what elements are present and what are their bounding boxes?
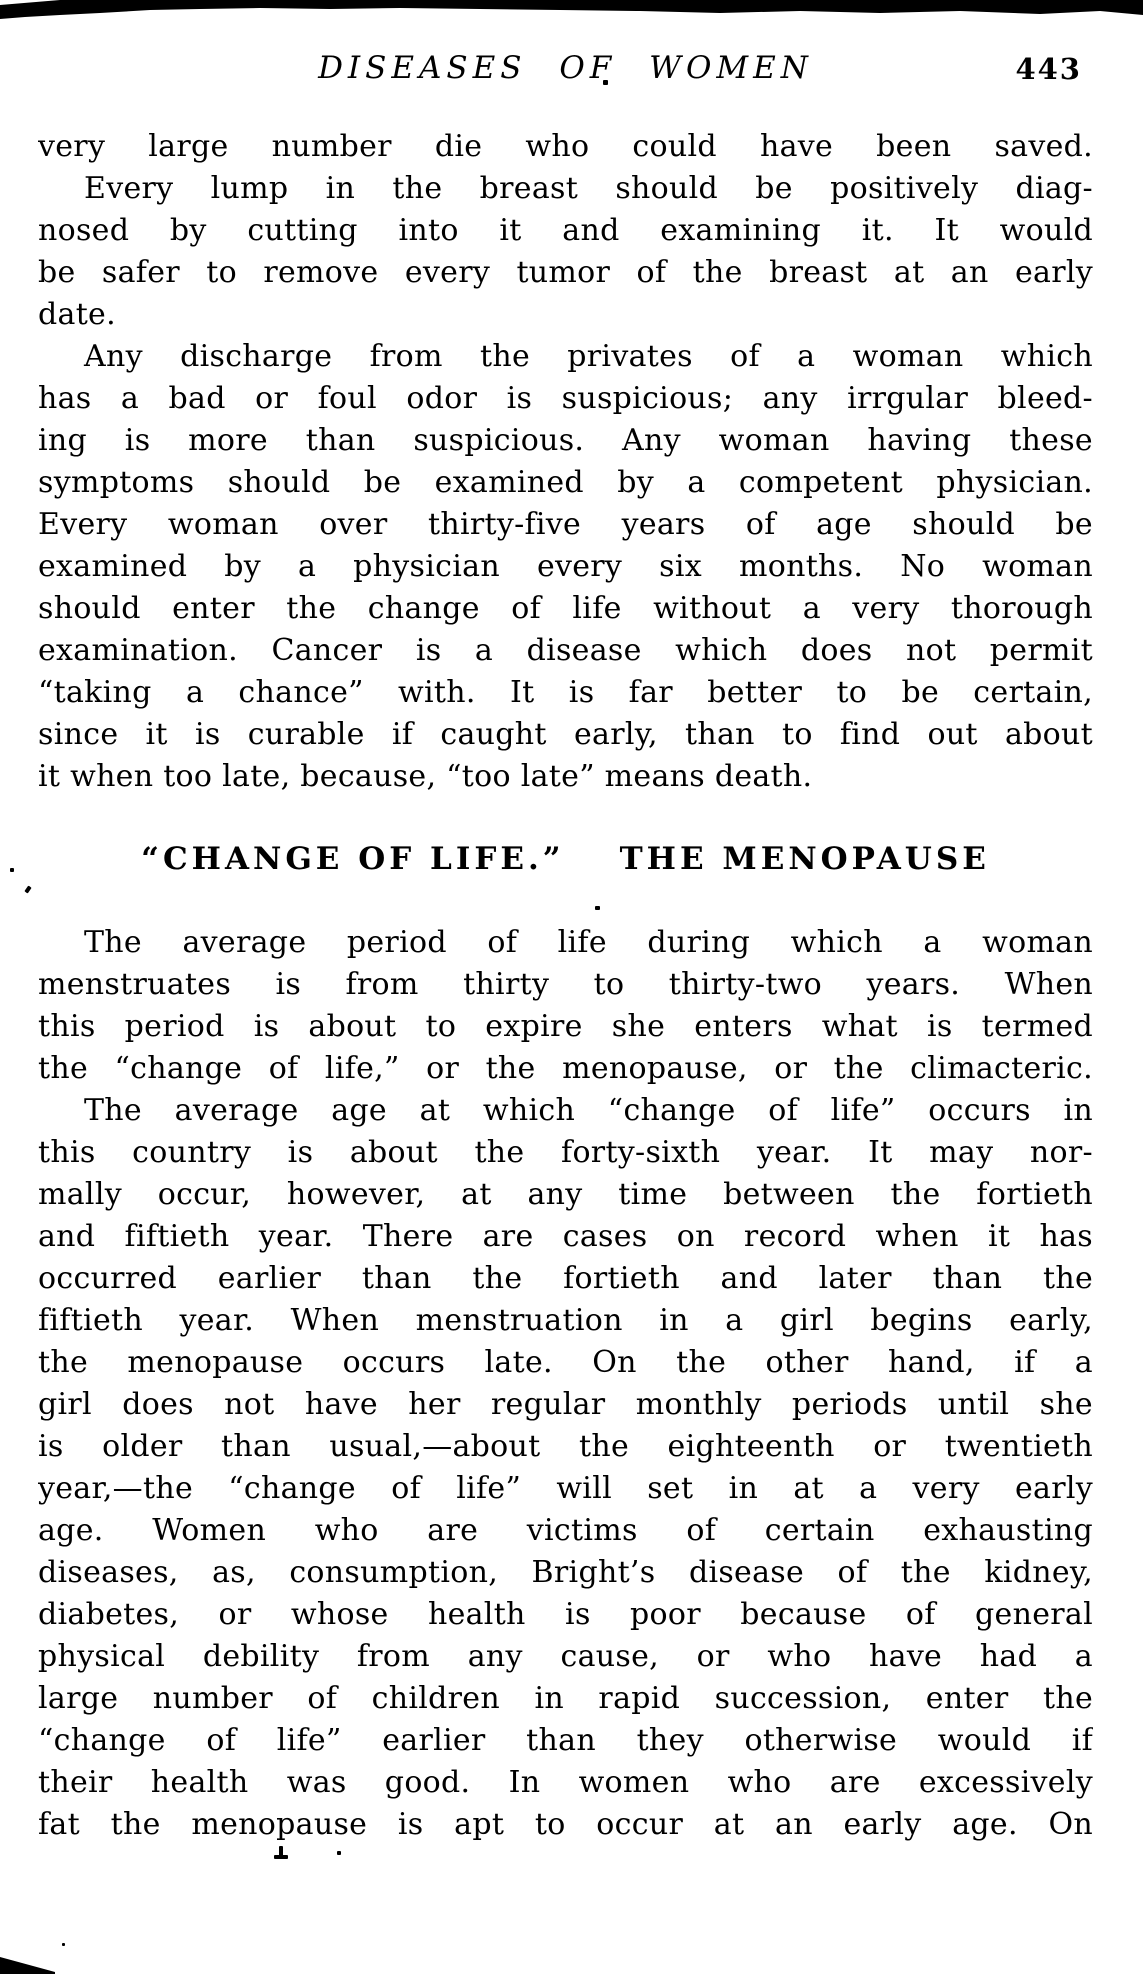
text-line: The average period of life during which … bbox=[84, 925, 1093, 960]
section-heading: “CHANGE OF LIFE.” THE MENOPAUSE bbox=[38, 841, 1093, 877]
text-line: diabetes, or whose health is poor becaus… bbox=[38, 1597, 1093, 1632]
text-line: mally occur, however, at any time betwee… bbox=[38, 1177, 1093, 1212]
text-line: occurred earlier than the fortieth and l… bbox=[38, 1261, 1093, 1296]
ink-speck bbox=[603, 80, 608, 85]
text-line: fat the menopause is apt to occur at an … bbox=[38, 1807, 1093, 1842]
ink-speck bbox=[279, 1846, 283, 1859]
ink-speck bbox=[337, 1851, 341, 1855]
text-line: The average age at which “change of life… bbox=[84, 1093, 1093, 1128]
section-heading-change-of-life: “CHANGE OF LIFE.” bbox=[141, 841, 565, 877]
text-line: diseases, as, consumption, Bright’s dise… bbox=[38, 1555, 1093, 1590]
ink-speck bbox=[24, 885, 32, 894]
text-line: since it is curable if caught early, tha… bbox=[38, 717, 1093, 752]
section-heading-the-menopause: THE MENOPAUSE bbox=[619, 841, 990, 877]
text-block-top: very large number die who could have bee… bbox=[38, 126, 1093, 798]
text-line: their health was good. In women who are … bbox=[38, 1765, 1093, 1800]
text-line: has a bad or foul odor is suspicious; an… bbox=[38, 381, 1093, 416]
text-line: should enter the change of life without … bbox=[38, 591, 1093, 626]
text-line: ing is more than suspicious. Any woman h… bbox=[38, 423, 1093, 458]
text-line: “change of life” earlier than they other… bbox=[38, 1723, 1093, 1758]
text-line: Every lump in the breast should be posit… bbox=[84, 171, 1093, 206]
scan-edge-top bbox=[0, 0, 1143, 19]
text-line: this country is about the forty-sixth ye… bbox=[38, 1135, 1093, 1170]
running-header-title: DISEASES OF WOMEN bbox=[318, 50, 813, 86]
text-line: examined by a physician every six months… bbox=[38, 549, 1093, 584]
scan-edge-bottom-left bbox=[0, 1957, 55, 1974]
text-block-bottom: The average period of life during which … bbox=[38, 922, 1093, 1846]
text-line: fiftieth year. When menstruation in a gi… bbox=[38, 1303, 1093, 1338]
text-line: year,—the “change of life” will set in a… bbox=[38, 1471, 1093, 1506]
page-number: 443 bbox=[1015, 52, 1082, 86]
text-line: the menopause occurs late. On the other … bbox=[38, 1345, 1093, 1380]
text-line: menstruates is from thirty to thirty-two… bbox=[38, 967, 1093, 1002]
ink-speck bbox=[595, 906, 600, 910]
ink-speck bbox=[274, 1855, 288, 1859]
ink-speck bbox=[10, 868, 14, 872]
text-line: age. Women who are victims of certain ex… bbox=[38, 1513, 1093, 1548]
text-line: this period is about to expire she enter… bbox=[38, 1009, 1093, 1044]
text-line: date. bbox=[38, 297, 116, 332]
text-line: the “change of life,” or the menopause, … bbox=[38, 1051, 1093, 1086]
text-line: is older than usual,—about the eighteent… bbox=[38, 1429, 1093, 1464]
text-line: examination. Cancer is a disease which d… bbox=[38, 633, 1093, 668]
text-line: Any discharge from the privates of a wom… bbox=[84, 339, 1093, 374]
text-line: Every woman over thirty-five years of ag… bbox=[38, 507, 1093, 542]
text-line: be safer to remove every tumor of the br… bbox=[38, 255, 1093, 290]
text-line: nosed by cutting into it and examining i… bbox=[38, 213, 1093, 248]
text-line: and fiftieth year. There are cases on re… bbox=[38, 1219, 1093, 1254]
text-line: symptoms should be examined by a compete… bbox=[38, 465, 1093, 500]
text-line: girl does not have her regular monthly p… bbox=[38, 1387, 1093, 1422]
text-line: it when too late, because, “too late” me… bbox=[38, 759, 813, 794]
text-line: very large number die who could have bee… bbox=[38, 129, 1093, 164]
ink-speck bbox=[62, 1943, 65, 1946]
text-line: large number of children in rapid succes… bbox=[38, 1681, 1093, 1716]
text-line: “taking a chance” with. It is far better… bbox=[38, 675, 1093, 710]
text-line: physical debility from any cause, or who… bbox=[38, 1639, 1093, 1674]
